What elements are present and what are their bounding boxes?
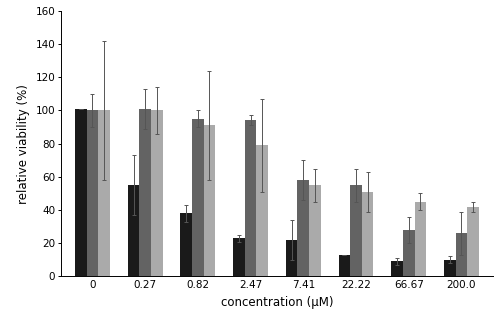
Bar — [98, 111, 110, 276]
Bar — [338, 255, 350, 276]
Bar — [362, 192, 374, 276]
Bar — [192, 119, 203, 276]
Bar — [151, 111, 162, 276]
Bar — [467, 207, 479, 276]
Bar — [128, 185, 140, 276]
Bar — [309, 185, 320, 276]
Bar — [403, 230, 414, 276]
Bar — [140, 109, 151, 276]
Bar — [204, 125, 216, 276]
Bar — [444, 260, 456, 276]
Bar — [456, 233, 467, 276]
X-axis label: concentration (μM): concentration (μM) — [220, 296, 333, 309]
Bar — [86, 111, 98, 276]
Bar — [245, 120, 256, 276]
Bar — [392, 261, 403, 276]
Bar — [350, 185, 362, 276]
Bar — [180, 213, 192, 276]
Y-axis label: relative viability (%): relative viability (%) — [17, 84, 30, 204]
Bar — [286, 240, 298, 276]
Bar — [298, 180, 309, 276]
Bar — [75, 109, 86, 276]
Bar — [233, 238, 245, 276]
Bar — [256, 145, 268, 276]
Bar — [414, 202, 426, 276]
